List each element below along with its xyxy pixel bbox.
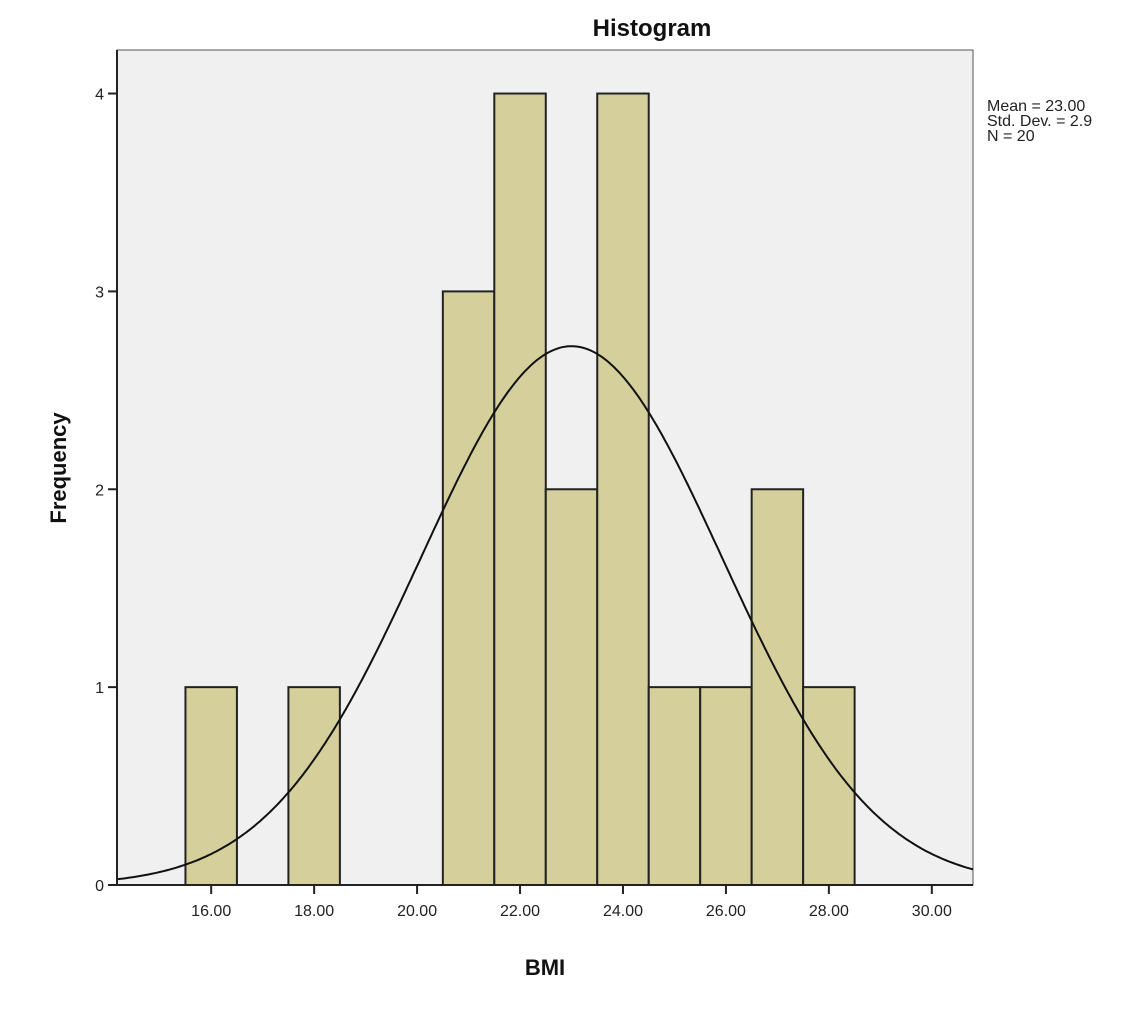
histogram-bar [544, 488, 599, 886]
y-tick-label: 4 [95, 87, 104, 104]
y-tick-label: 0 [95, 878, 104, 895]
stat-n: N = 20 [987, 128, 1035, 145]
histogram-bar [802, 686, 856, 886]
histogram-bar [596, 92, 650, 886]
histogram-bar [493, 92, 547, 886]
histogram-bar [441, 290, 496, 886]
x-tick-label: 22.00 [500, 903, 540, 920]
x-tick-label: 24.00 [603, 903, 643, 920]
histogram-bar [184, 686, 238, 886]
stat-mean: Mean = 23.00 [987, 98, 1085, 115]
x-tick-label: 30.00 [912, 903, 952, 920]
x-tick-label: 26.00 [706, 903, 746, 920]
histogram-bar [287, 686, 341, 886]
y-tick-label: 1 [95, 680, 104, 697]
x-tick-label: 28.00 [809, 903, 849, 920]
x-tick-label: 20.00 [397, 903, 437, 920]
histogram-bar [699, 686, 753, 886]
y-axis-label: Frequency [46, 412, 71, 524]
y-tick-label: 3 [95, 284, 104, 301]
x-tick-label: 18.00 [294, 903, 334, 920]
chart-title: Histogram [593, 15, 712, 42]
x-tick-label: 16.00 [191, 903, 231, 920]
histogram-bar [750, 488, 805, 886]
x-axis-label: BMI [525, 955, 565, 980]
y-tick-label: 2 [95, 482, 104, 499]
stat-std-dev: Std. Dev. = 2.9 [987, 113, 1092, 130]
histogram-bar [647, 686, 702, 886]
normal-curve [116, 345, 974, 881]
